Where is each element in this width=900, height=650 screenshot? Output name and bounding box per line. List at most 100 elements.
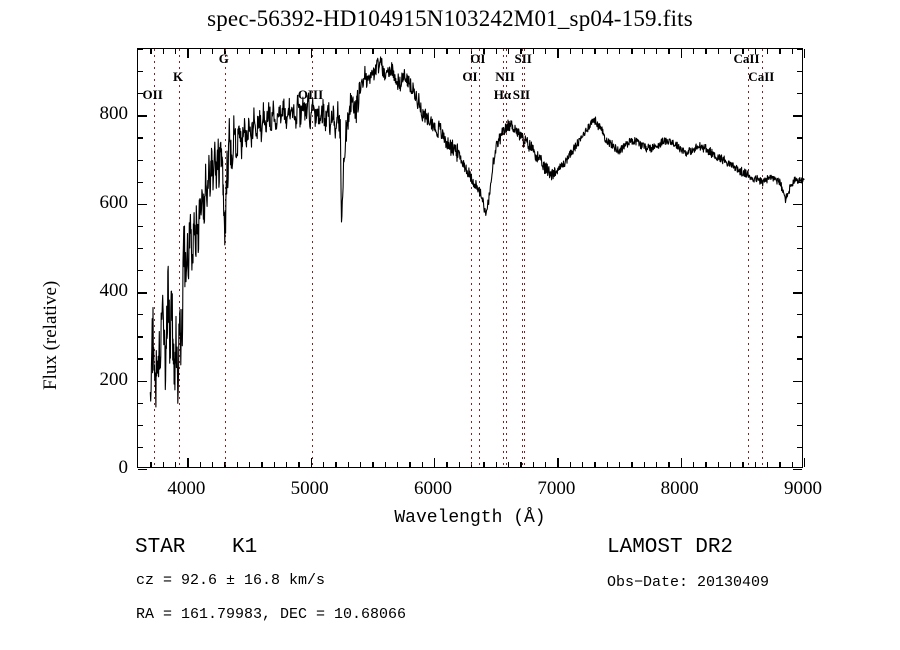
tick-mark xyxy=(797,336,802,338)
tick-mark xyxy=(754,49,756,54)
tick-mark xyxy=(175,49,177,54)
tick-mark xyxy=(557,458,559,467)
footer-spectral-class: K1 xyxy=(232,536,258,559)
tick-mark xyxy=(421,462,423,467)
tick-mark xyxy=(138,203,147,206)
tick-mark xyxy=(286,49,288,54)
line-label-k: K xyxy=(173,69,184,84)
tick-mark xyxy=(138,71,143,73)
tick-mark xyxy=(298,462,300,467)
tick-mark xyxy=(742,462,744,467)
tick-mark xyxy=(273,462,275,467)
tick-mark xyxy=(791,462,793,467)
line-label-g: G xyxy=(218,51,229,66)
tick-mark xyxy=(421,49,423,54)
footer-survey: LAMOST DR2 xyxy=(607,536,734,559)
tick-mark xyxy=(434,458,436,467)
x-tick-label: 7000 xyxy=(537,478,576,499)
tick-mark xyxy=(705,462,707,467)
footer-coordinates: RA = 161.79983, DEC = 10.68066 xyxy=(136,606,407,623)
tick-mark xyxy=(508,49,510,54)
tick-mark xyxy=(409,49,411,54)
tick-mark xyxy=(138,159,143,161)
tick-mark xyxy=(249,462,251,467)
tick-mark xyxy=(557,49,559,58)
tick-mark xyxy=(693,49,695,54)
tick-mark xyxy=(797,137,802,139)
page-title: spec-56392-HD104915N103242M01_sp04-159.f… xyxy=(207,6,693,31)
tick-mark xyxy=(384,462,386,467)
tick-mark xyxy=(458,462,460,467)
line-marker-sii xyxy=(522,49,524,469)
tick-mark xyxy=(619,462,621,467)
tick-mark xyxy=(793,380,802,382)
tick-mark xyxy=(797,314,802,316)
tick-mark xyxy=(730,49,732,54)
tick-mark xyxy=(187,458,189,467)
tick-mark xyxy=(779,49,781,54)
tick-mark xyxy=(545,49,547,54)
tick-mark xyxy=(138,270,143,272)
tick-mark xyxy=(705,49,707,54)
line-marker-caii xyxy=(747,49,749,469)
tick-mark xyxy=(797,49,802,51)
tick-mark xyxy=(643,462,645,467)
tick-mark xyxy=(199,462,201,467)
tick-mark xyxy=(793,292,802,294)
line-marker-hα xyxy=(503,49,505,469)
tick-mark xyxy=(138,181,143,183)
line-label-oii: OII xyxy=(142,87,163,102)
tick-mark xyxy=(619,49,621,54)
tick-mark xyxy=(797,159,802,161)
tick-mark xyxy=(323,462,325,467)
line-label-sii: SII xyxy=(514,51,532,66)
tick-mark xyxy=(212,49,214,54)
tick-mark xyxy=(138,424,143,426)
line-marker-nii xyxy=(506,49,508,469)
tick-mark xyxy=(199,49,201,54)
x-tick-label: 9000 xyxy=(784,478,822,499)
tick-mark xyxy=(495,49,497,54)
footer-obs-date: Obs−Date: 20130409 xyxy=(607,574,770,591)
tick-mark xyxy=(797,446,802,449)
x-tick-label: 4000 xyxy=(167,478,206,499)
tick-mark xyxy=(797,424,802,426)
tick-mark xyxy=(606,462,608,467)
tick-mark xyxy=(483,49,485,54)
spectrum-curve xyxy=(149,56,805,408)
tick-mark xyxy=(594,462,596,467)
tick-mark xyxy=(754,462,756,467)
line-marker-sii xyxy=(524,49,526,469)
tick-mark xyxy=(804,458,806,467)
tick-mark xyxy=(138,446,143,449)
tick-mark xyxy=(717,462,719,467)
tick-mark xyxy=(138,314,143,316)
tick-mark xyxy=(236,49,238,54)
tick-mark xyxy=(779,462,781,467)
tick-mark xyxy=(791,49,793,54)
tick-mark xyxy=(310,458,313,467)
tick-mark xyxy=(310,49,313,58)
tick-mark xyxy=(150,49,152,54)
line-marker-oi xyxy=(478,49,480,469)
line-marker-g xyxy=(224,49,226,469)
tick-mark xyxy=(730,462,732,467)
tick-mark xyxy=(606,49,608,54)
x-tick-label: 5000 xyxy=(290,478,329,499)
tick-mark xyxy=(656,49,658,54)
line-label-nii: NII xyxy=(495,69,515,84)
tick-mark xyxy=(797,402,802,404)
tick-mark xyxy=(323,49,325,54)
tick-mark xyxy=(261,462,263,467)
line-label-hα: Hα xyxy=(493,87,512,102)
footer-object-type: STAR xyxy=(135,536,186,559)
y-tick-label: 600 xyxy=(99,191,129,213)
tick-mark xyxy=(212,462,214,467)
tick-mark xyxy=(138,402,143,404)
tick-mark xyxy=(797,181,802,183)
tick-mark xyxy=(335,462,337,467)
tick-mark xyxy=(187,49,189,58)
footer-cz: cz = 92.6 ± 16.8 km/s xyxy=(136,572,326,589)
tick-mark xyxy=(434,49,436,58)
